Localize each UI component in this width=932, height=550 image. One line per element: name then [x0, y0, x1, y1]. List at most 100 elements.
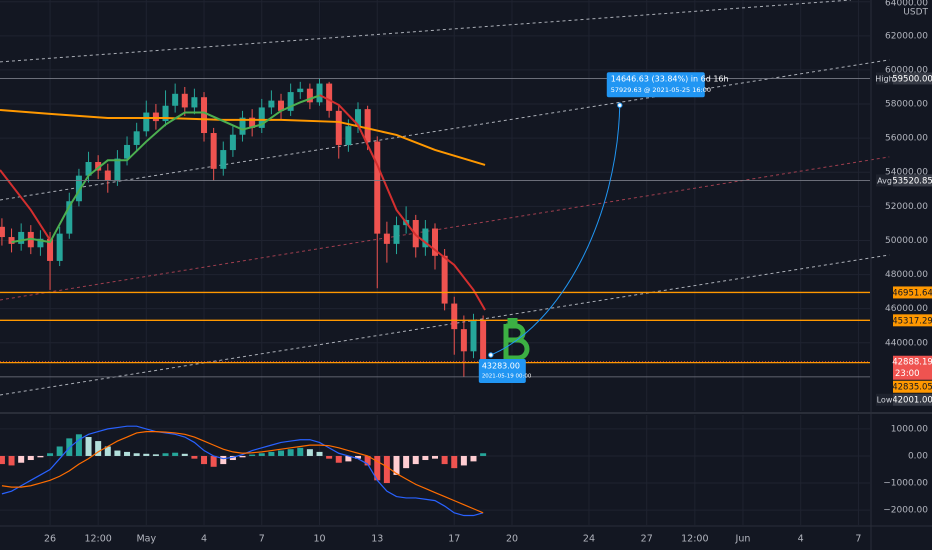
price-axis-label: 50000.00	[885, 236, 928, 246]
macd-histogram-bar	[268, 451, 275, 456]
time-axis-label: 12:00	[681, 534, 708, 545]
projection-change: 14646.63 (33.84%) in 6d 16h	[611, 75, 729, 84]
candle-body	[114, 158, 121, 181]
candle-body	[383, 233, 390, 244]
projection-start-box	[478, 359, 526, 384]
projection-curve	[490, 105, 621, 356]
candle-body	[181, 93, 188, 108]
candle-body	[441, 255, 448, 304]
price-name-box	[876, 72, 893, 85]
candle-body	[480, 320, 487, 362]
time-axis-label: Jun	[735, 534, 751, 545]
macd-histogram-bar	[133, 453, 140, 456]
candle-body	[37, 238, 44, 248]
moving-average	[0, 94, 486, 311]
macd-histogram-bar	[345, 455, 352, 462]
price-label-box	[893, 393, 932, 406]
candle-body	[85, 162, 92, 176]
macd-histogram-bar	[191, 455, 198, 459]
candle-body	[335, 110, 342, 145]
price-label: 46951.64	[892, 288, 932, 298]
price-axis-label: 56000.00	[885, 134, 928, 144]
candle-body	[422, 228, 429, 248]
macd-histogram-bar	[451, 455, 458, 469]
projection-start-value: 43283.00	[482, 362, 520, 371]
time-axis-label: 4	[201, 534, 207, 545]
candle-body	[258, 107, 265, 128]
candle-body	[220, 150, 227, 169]
candle-body	[124, 144, 131, 159]
price-name-box	[876, 393, 893, 406]
price-name-box	[876, 174, 893, 187]
time-axis-label: 10	[313, 534, 325, 545]
macd-histogram-bar	[75, 434, 82, 456]
price-label: 42001.00	[892, 396, 932, 406]
candle-body	[278, 100, 285, 111]
moving-average	[11, 94, 320, 244]
macd-histogram-bar	[47, 453, 54, 456]
candle-body	[249, 117, 256, 128]
price-axis-label: 52000.00	[885, 202, 928, 212]
macd-histogram-bar	[37, 455, 44, 458]
candle-body	[172, 93, 179, 106]
time-axis-label: 24	[583, 534, 595, 545]
macd-histogram-bar	[85, 437, 92, 456]
bitcoin-icon	[503, 318, 530, 366]
macd-histogram-bar	[56, 446, 63, 456]
price-label: 42835.05	[892, 383, 932, 393]
macd-histogram-bar	[364, 455, 371, 466]
macd-histogram-bar	[403, 455, 410, 469]
macd-histogram-bar	[432, 455, 438, 459]
macd-histogram-bar	[393, 455, 400, 475]
candle-body	[133, 131, 140, 145]
macd-axis-label: 0.00	[908, 451, 928, 461]
price-axis-label: 46000.00	[885, 304, 928, 314]
macd-histogram-bar	[0, 455, 5, 465]
candle-body	[143, 112, 150, 132]
price-label: 53520.85	[892, 176, 932, 186]
macd-histogram-bar	[27, 455, 34, 461]
candle-body	[162, 105, 169, 122]
time-axis-label: 7	[259, 534, 265, 545]
candle-body	[393, 225, 400, 244]
time-axis-label: 13	[371, 534, 383, 545]
price-label-box	[893, 355, 932, 380]
time-axis-label: 20	[506, 534, 518, 545]
time-axis-label: 7	[855, 534, 861, 545]
macd-histogram-bar	[152, 454, 159, 456]
price-name: High	[875, 74, 893, 83]
macd-histogram-bar	[441, 455, 448, 465]
price-axis-label: 48000.00	[885, 270, 928, 280]
macd-histogram-bar	[480, 453, 487, 456]
candle-body	[432, 228, 438, 256]
currency-label: USDT	[903, 8, 928, 18]
macd-histogram-bar	[316, 451, 323, 456]
macd-histogram-bar	[143, 453, 150, 456]
price-label-box	[893, 314, 932, 327]
macd-histogram-bar	[335, 455, 342, 463]
moving-average	[0, 109, 486, 166]
macd-axis-label: −2000.00	[883, 506, 928, 516]
candle-body	[355, 109, 362, 127]
macd-histogram-bar	[8, 455, 15, 466]
macd-histogram-bar	[239, 455, 246, 458]
candle-body	[268, 100, 275, 108]
macd-histogram-bar	[181, 453, 188, 456]
candle-body	[104, 170, 111, 181]
macd-histogram-bar	[249, 454, 256, 456]
macd-histogram-bar	[374, 455, 381, 481]
candle-body	[18, 231, 25, 244]
candle-body	[152, 112, 159, 122]
price-label: 42888.19	[892, 358, 932, 368]
projection-target: 57929.63 @ 2021-05-25 16:00	[611, 86, 711, 94]
projection-start-date: 2021-05-19 00:00	[482, 374, 532, 380]
candle-body	[326, 83, 333, 111]
trend-line	[0, 59, 890, 201]
macd-histogram-bar	[201, 455, 208, 465]
price-axis-label: 54000.00	[885, 168, 928, 178]
trend-line	[0, 254, 890, 396]
price-label-box	[893, 380, 932, 393]
macd-macd-line	[1, 425, 484, 517]
candle-body	[201, 97, 208, 134]
